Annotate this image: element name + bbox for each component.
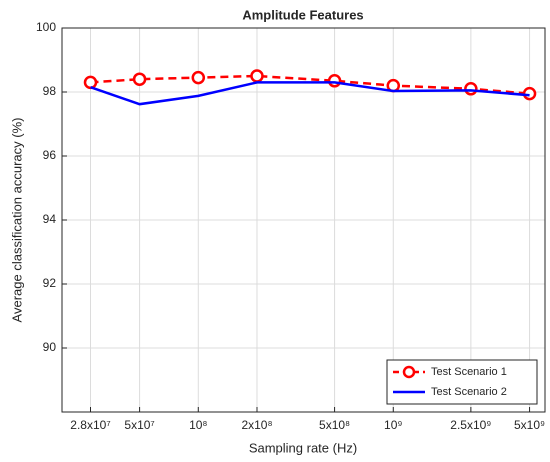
series-line (90, 81, 530, 106)
x-tick-label: 5x10⁸ (319, 418, 350, 432)
x-tick-label: 2.8x10⁷ (70, 418, 110, 432)
plot-frame (61, 27, 546, 413)
data-point (327, 74, 342, 88)
x-axis-label: Sampling rate (Hz) (249, 440, 357, 455)
x-tick-label: 10⁹ (384, 418, 403, 432)
data-point (83, 75, 98, 90)
x-tick-label: 5x10⁹ (514, 418, 545, 432)
x-tick-label: 10⁸ (189, 418, 207, 432)
y-tick-label: 98 (43, 84, 57, 98)
y-tick-label: 100 (36, 20, 56, 34)
series-line (90, 74, 530, 95)
x-tick-label: 2x10⁸ (241, 418, 272, 432)
y-axis-label: Average classification accuracy (%) (9, 118, 24, 323)
data-point (250, 69, 264, 83)
x-tick-label: 5x10⁷ (124, 418, 154, 432)
legend-label: Test Scenario 1 (431, 366, 507, 378)
legend-marker (402, 365, 416, 379)
y-tick-label: 96 (43, 148, 57, 162)
data-point (191, 70, 206, 85)
y-tick-label: 94 (43, 212, 57, 226)
y-tick-label: 90 (43, 340, 57, 354)
data-point (522, 86, 537, 101)
y-tick-label: 92 (43, 276, 57, 290)
legend-label: Test Scenario 2 (431, 386, 507, 398)
chart-title: Amplitude Features (242, 7, 363, 22)
data-point (464, 82, 478, 96)
data-point (132, 72, 147, 86)
x-tick-label: 2.5x10⁹ (450, 418, 491, 432)
